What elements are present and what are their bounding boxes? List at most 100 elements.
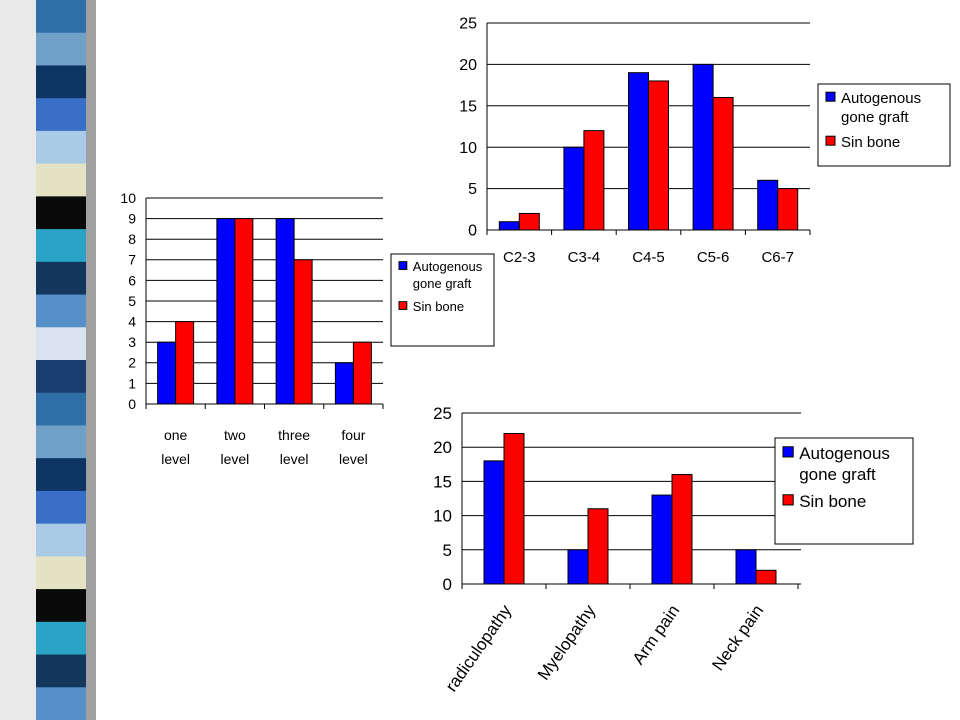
legend-swatch-autogenous bbox=[825, 91, 836, 102]
legend-box bbox=[774, 437, 914, 545]
legend-box bbox=[390, 253, 495, 347]
bar-sin-bone bbox=[583, 130, 605, 231]
y-tick-label: 7 bbox=[128, 252, 136, 268]
bar-sin-bone bbox=[175, 321, 195, 405]
y-tick-label: 9 bbox=[128, 211, 136, 227]
legend-label: Autogenous bbox=[799, 444, 890, 463]
bar-autogenous bbox=[651, 494, 673, 585]
bar-sin-bone bbox=[518, 212, 540, 231]
stripe-segment bbox=[36, 32, 86, 66]
bar-sin-bone bbox=[671, 474, 693, 585]
y-tick-label: 10 bbox=[433, 507, 452, 526]
x-category-label: four bbox=[341, 427, 365, 443]
x-category-label: level bbox=[280, 451, 309, 467]
y-tick-label: 5 bbox=[468, 181, 477, 198]
stripe-segment bbox=[36, 589, 86, 623]
bar-autogenous bbox=[334, 362, 354, 405]
legend-label: gone graft bbox=[799, 465, 876, 484]
y-tick-label: 3 bbox=[128, 334, 136, 350]
stripe-segment bbox=[36, 65, 86, 99]
bar-autogenous bbox=[757, 179, 779, 231]
y-tick-label: 25 bbox=[433, 404, 452, 423]
stripe-segment bbox=[36, 163, 86, 197]
bar-sin-bone bbox=[712, 97, 734, 231]
bar-autogenous bbox=[157, 341, 177, 405]
stripe-segment bbox=[36, 425, 86, 459]
decorative-stripe-bar bbox=[0, 0, 96, 720]
y-tick-label: 2 bbox=[128, 355, 136, 371]
x-category-label: level bbox=[220, 451, 249, 467]
stripe-segment bbox=[36, 458, 86, 492]
y-tick-label: 0 bbox=[443, 575, 452, 594]
stripe-segment bbox=[36, 654, 86, 688]
stripe-segment bbox=[36, 261, 86, 296]
legend-label: Sin bone bbox=[841, 134, 900, 151]
stripe-segment bbox=[36, 621, 86, 656]
legend-label: Sin bone bbox=[413, 299, 464, 314]
stripe-segment bbox=[36, 556, 86, 590]
y-tick-label: 4 bbox=[128, 314, 136, 330]
bar-autogenous bbox=[483, 460, 505, 585]
y-tick-label: 15 bbox=[459, 98, 477, 115]
legend-swatch-sin-bone bbox=[825, 135, 836, 146]
bar-sin-bone bbox=[234, 218, 254, 405]
legend: Autogenous gone graft Sin bone bbox=[774, 437, 914, 545]
x-category-label: one bbox=[164, 427, 188, 443]
legend-box bbox=[817, 83, 951, 167]
x-category-label: level bbox=[161, 451, 190, 467]
x-category-label: three bbox=[278, 427, 310, 443]
bar-sin-bone bbox=[352, 341, 372, 405]
stripe-segment bbox=[36, 130, 86, 165]
bar-autogenous bbox=[628, 72, 649, 231]
stripe-segment bbox=[36, 360, 86, 394]
x-category-label: Neck pain bbox=[708, 601, 767, 674]
stripe-segment bbox=[36, 229, 86, 263]
bar-sin-bone bbox=[503, 433, 525, 585]
stripe-bar-shadow bbox=[86, 0, 96, 720]
y-tick-label: 20 bbox=[433, 438, 452, 457]
legend-swatch-sin-bone bbox=[782, 494, 794, 506]
x-category-label: C3-4 bbox=[568, 249, 601, 266]
x-category-label: two bbox=[224, 427, 246, 443]
bar-sin-bone bbox=[293, 259, 313, 405]
chart-cervical-levels: 0 5 10 15 20 25 C2-3 C3-4 C4-5 C5-6 C6-7 Autogenous… bbox=[459, 16, 951, 266]
y-tick-label: 25 bbox=[459, 16, 477, 33]
bar-autogenous bbox=[567, 549, 589, 585]
stripe-segment bbox=[36, 687, 86, 720]
y-tick-label: 10 bbox=[120, 190, 136, 206]
bar-autogenous bbox=[498, 221, 520, 231]
legend-swatch-autogenous bbox=[782, 446, 794, 458]
stripe-segment bbox=[36, 392, 86, 426]
x-category-label: C5-6 bbox=[697, 249, 730, 266]
legend-swatch-autogenous bbox=[398, 261, 408, 270]
legend-label: Autogenous bbox=[841, 90, 921, 107]
stripe-segment bbox=[36, 490, 86, 525]
y-tick-label: 1 bbox=[128, 375, 136, 391]
x-category-label: C6-7 bbox=[761, 249, 794, 266]
x-category-label: level bbox=[339, 451, 368, 467]
bar-autogenous bbox=[692, 63, 714, 231]
stripe-bar-edge bbox=[0, 0, 36, 720]
chart-symptoms: 0 5 10 15 20 25 radiculopathy Myelopathy Arm pai… bbox=[433, 404, 914, 695]
x-category-label: Arm pain bbox=[629, 601, 684, 668]
legend-label: Autogenous bbox=[413, 259, 483, 274]
legend-label: Sin bone bbox=[799, 492, 866, 511]
stripe-segment bbox=[36, 196, 86, 230]
bar-sin-bone bbox=[648, 80, 669, 231]
legend-swatch-sin-bone bbox=[398, 301, 408, 310]
chart-fusion-levels: 0 1 2 3 4 5 6 7 8 9 10 one level two level three level fo… bbox=[120, 190, 495, 467]
y-tick-label: 0 bbox=[468, 223, 477, 240]
y-tick-label: 20 bbox=[459, 57, 477, 74]
y-tick-label: 5 bbox=[128, 293, 136, 309]
y-tick-label: 6 bbox=[128, 272, 136, 288]
legend: Autogenous gone graft Sin bone bbox=[390, 253, 495, 347]
bar-sin-bone bbox=[587, 508, 609, 585]
legend: Autogenous gone graft Sin bone bbox=[817, 83, 951, 167]
legend-label: gone graft bbox=[413, 276, 472, 291]
bar-sin-bone bbox=[777, 188, 799, 231]
y-tick-label: 15 bbox=[433, 472, 452, 491]
y-tick-label: 0 bbox=[128, 396, 136, 412]
bar-autogenous bbox=[216, 218, 236, 405]
stripe-segment bbox=[36, 0, 86, 34]
